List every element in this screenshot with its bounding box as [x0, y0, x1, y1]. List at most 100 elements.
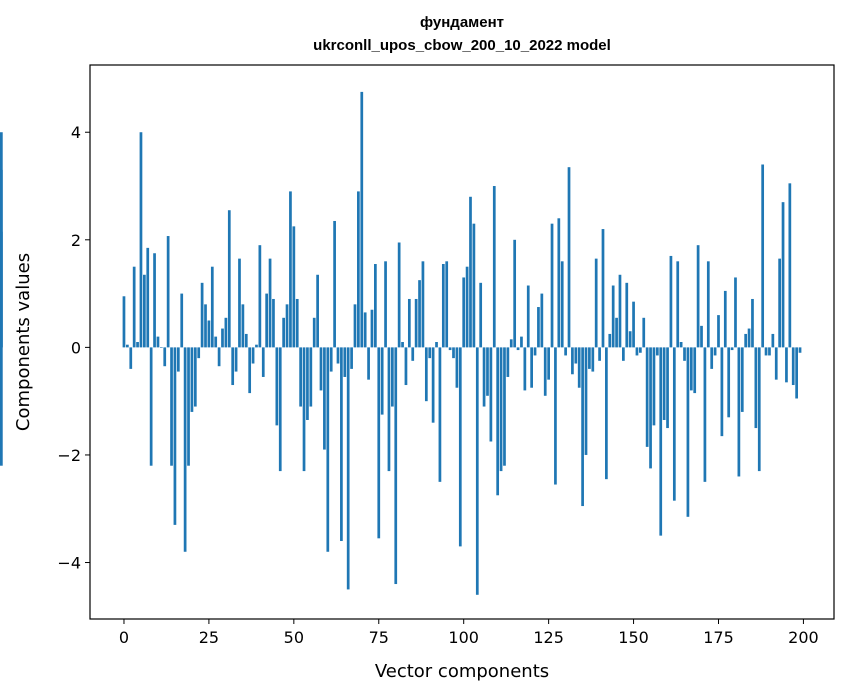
bar-5	[139, 132, 143, 348]
bar-183	[744, 333, 748, 348]
x-axis-ticks: 0 25 50 75 100 125 150 175 200	[119, 619, 819, 647]
bar-33	[234, 347, 238, 372]
y-tick-label--2: −2	[57, 446, 81, 465]
bar-187	[757, 347, 761, 472]
bar-39	[255, 344, 258, 348]
plot-frame	[89, 64, 835, 620]
bar-55	[309, 347, 313, 407]
bar-108	[489, 347, 493, 442]
bar-16	[176, 347, 180, 372]
bar-161	[669, 255, 673, 348]
bar-190	[768, 347, 771, 356]
bar-137	[588, 347, 591, 369]
bar-157	[655, 347, 659, 356]
bar-197	[791, 347, 795, 386]
bar-60	[326, 347, 330, 552]
bar-64	[340, 347, 343, 542]
bar-115	[513, 239, 517, 348]
bar-9	[153, 253, 156, 348]
x-tick-label-50: 50	[284, 628, 304, 647]
bar-86	[414, 298, 418, 348]
bar-19	[187, 347, 190, 466]
bar-45	[275, 347, 279, 426]
x-tick-label-75: 75	[369, 628, 389, 647]
bar-48	[285, 304, 289, 348]
bar-177	[723, 290, 727, 348]
bar-191	[771, 333, 775, 348]
bar-56	[312, 317, 316, 348]
bar-50	[292, 226, 296, 348]
bar-59	[323, 347, 326, 450]
bars-group	[0, 91, 802, 595]
bar-101	[465, 266, 469, 348]
bar-126	[550, 223, 554, 348]
bar-140	[598, 347, 601, 361]
bar-176	[720, 347, 724, 437]
bar-128	[557, 218, 561, 348]
bar-70	[360, 91, 364, 348]
bar-155	[649, 347, 652, 469]
bar-173	[710, 347, 714, 369]
bar-189	[764, 347, 768, 356]
bar-58	[319, 347, 323, 391]
bar-148	[625, 282, 629, 348]
bar-14	[170, 347, 173, 466]
bar-23	[200, 282, 204, 348]
bar-184	[747, 328, 751, 348]
bar-34	[238, 258, 241, 348]
bar-150	[632, 301, 635, 348]
bar-53	[302, 347, 306, 472]
bar-27	[214, 336, 218, 348]
bar-98	[455, 347, 459, 388]
bar-193	[778, 258, 781, 348]
bar-0	[122, 296, 126, 348]
bar-51	[295, 298, 299, 348]
bar-106	[482, 347, 486, 407]
bar-66	[346, 347, 350, 590]
bar-24	[204, 304, 207, 348]
bar-88	[421, 261, 425, 348]
bar-81	[397, 242, 401, 348]
bar-43	[268, 258, 272, 348]
bar-147	[622, 347, 625, 361]
x-tick-label-0: 0	[119, 628, 129, 647]
bar-41	[261, 347, 265, 377]
bar-80	[394, 347, 398, 585]
bar-105	[479, 282, 483, 348]
bar-182	[740, 347, 744, 412]
bar-62	[333, 220, 336, 348]
bar-174	[713, 347, 717, 356]
bar-170	[700, 325, 703, 348]
bar-22	[197, 347, 201, 359]
bar-165	[683, 347, 686, 361]
bar-79	[391, 347, 394, 407]
bar-167	[689, 347, 693, 391]
chart-subtitle: ukrconll_upos_cbow_200_10_2022 model	[313, 37, 611, 54]
bar-133	[574, 347, 578, 364]
bar-11	[159, 347, 163, 348]
bar-118	[523, 347, 527, 391]
bar-90	[428, 347, 432, 359]
bar-135	[581, 347, 584, 507]
bar-195	[785, 347, 788, 383]
bar-73	[370, 309, 374, 348]
x-tick-label-200: 200	[788, 628, 819, 647]
bar-17	[180, 293, 184, 348]
bar-94	[441, 264, 445, 348]
bar-171	[703, 347, 707, 482]
y-tick-label-4: 4	[71, 123, 81, 142]
bar-125	[547, 347, 550, 380]
bar-160	[666, 347, 669, 429]
bar-74	[374, 264, 377, 348]
bar-154	[645, 347, 649, 447]
bar-180	[734, 277, 737, 348]
bar-199	[798, 347, 802, 353]
bar-6	[143, 274, 146, 348]
bar-146	[618, 274, 622, 348]
bar-83	[404, 347, 408, 386]
bar-143	[608, 333, 612, 348]
bar-2	[129, 347, 133, 369]
bar-36	[244, 333, 248, 348]
bar-109	[492, 186, 496, 348]
